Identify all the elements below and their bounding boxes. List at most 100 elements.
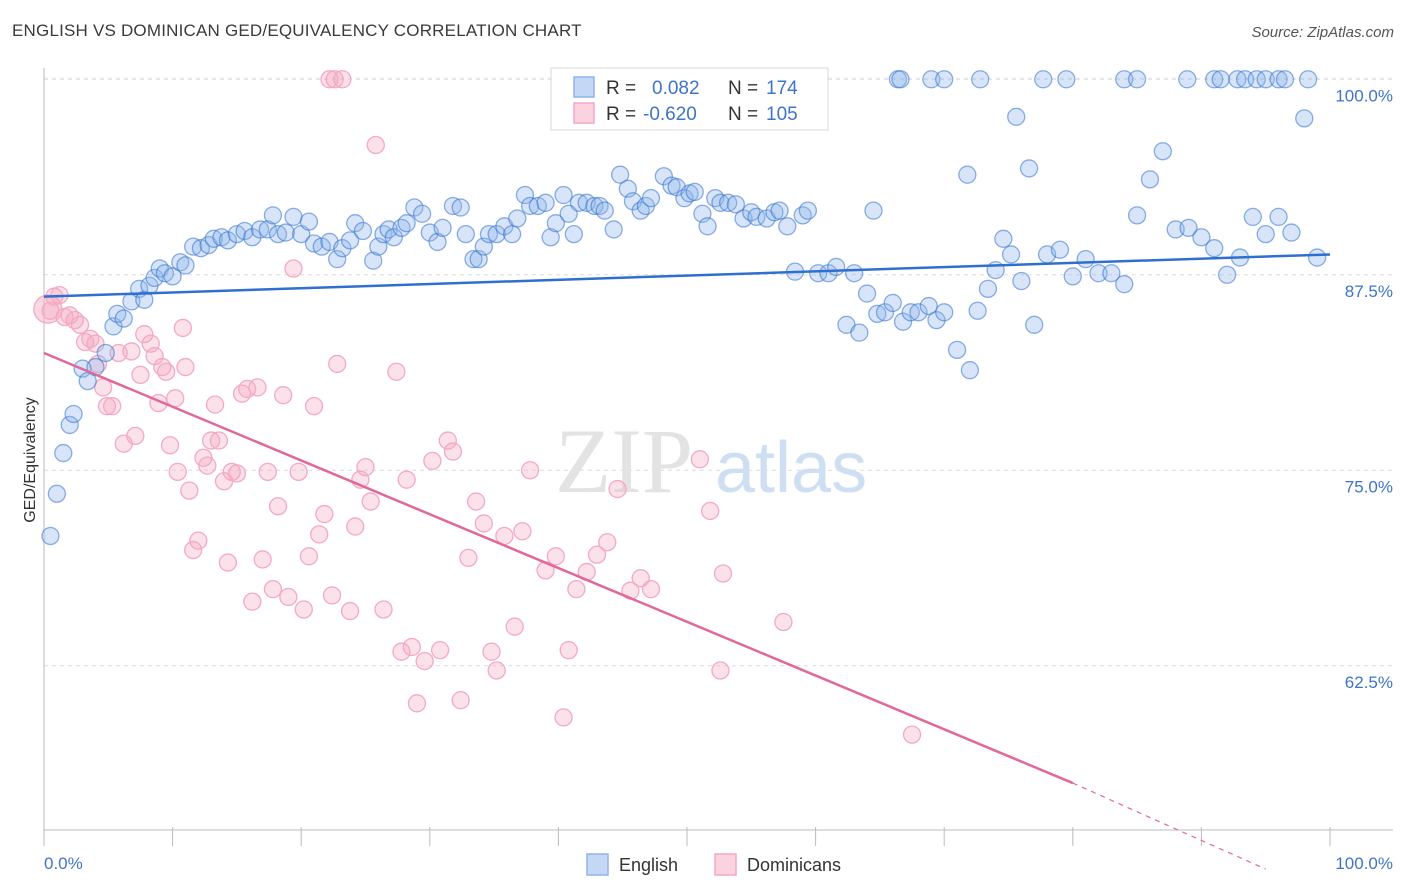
english-point (641, 188, 661, 208)
english-point (1298, 70, 1318, 89)
dominican-point (173, 318, 193, 338)
english-point (1179, 218, 1198, 238)
english-point (654, 167, 674, 186)
dominican-point (713, 564, 733, 583)
english-point (114, 309, 133, 328)
dominican-point (294, 600, 313, 619)
y-tick-label: 75.0% (1345, 477, 1393, 496)
dominican-trend-extension (1072, 782, 1266, 870)
english-point (1034, 70, 1053, 89)
english-point (176, 256, 195, 275)
y-tick-label: 62.5% (1345, 673, 1393, 692)
chart-title: ENGLISH VS DOMINICAN GED/EQUIVALENCY COR… (12, 21, 582, 40)
english-point (864, 201, 883, 220)
dominican-point (546, 547, 565, 566)
english-point (364, 251, 383, 270)
dominican-point (700, 501, 720, 521)
english-point (909, 303, 928, 322)
english-point (564, 224, 583, 244)
english-point (284, 207, 303, 227)
english-point (328, 249, 347, 269)
legend-dominican-swatch (573, 102, 595, 124)
dominican-point (387, 362, 406, 381)
english-point (685, 182, 704, 202)
dominican-point (157, 362, 176, 381)
english-point (1140, 170, 1160, 189)
english-point (919, 296, 938, 316)
dominican-point (598, 533, 617, 552)
dominican-point (248, 378, 267, 397)
y-axis-title: GED/Equivalency (22, 397, 39, 522)
english-point (502, 224, 522, 244)
dominican-point (520, 461, 540, 480)
english-point (1063, 267, 1082, 286)
english-point (604, 220, 623, 239)
dominican-point (299, 547, 319, 566)
dominican-point (176, 357, 195, 377)
dominican-point (189, 531, 208, 550)
dominican-point (438, 431, 457, 450)
english-point (1211, 70, 1230, 89)
watermark-zip: ZIP (555, 410, 693, 512)
english-point (96, 343, 115, 363)
x-tick-label: 100.0% (1335, 854, 1393, 873)
dominican-point (554, 708, 573, 727)
dominican-point (451, 691, 470, 710)
english-point (428, 232, 447, 252)
english-point (845, 264, 864, 283)
english-point (78, 371, 97, 391)
dominican-point (274, 386, 293, 405)
dominican-point (315, 504, 334, 524)
dominican-point (356, 458, 375, 477)
dominican-point (430, 640, 450, 660)
dominican-point (310, 525, 329, 544)
english-point (515, 185, 535, 205)
dominican-point (33, 294, 63, 324)
english-point (883, 293, 902, 313)
english-point (1269, 207, 1288, 227)
legend-box: R = 0.082 N = 174 R = -0.620 N = 105 (550, 67, 829, 131)
dominican-point (559, 640, 578, 660)
english-point (850, 323, 869, 342)
english-trend-line (43, 253, 1331, 298)
english-point (968, 301, 987, 320)
english-point (1102, 264, 1121, 283)
dominican-point (198, 456, 217, 475)
english-point (857, 284, 877, 303)
english-point (451, 198, 470, 217)
dominican-point (122, 342, 141, 361)
english-point (935, 70, 954, 89)
dominican-point (587, 545, 607, 564)
english-point (1256, 70, 1275, 89)
dominican-point (608, 479, 627, 499)
english-point (218, 231, 238, 250)
english-point (163, 267, 182, 286)
english-point (258, 220, 277, 239)
english-point (479, 224, 499, 244)
english-point (978, 279, 998, 299)
english-point (922, 70, 941, 89)
dominican-point (340, 601, 360, 621)
english-point (263, 206, 283, 225)
dominican-point (328, 354, 347, 374)
english-point (412, 204, 432, 223)
english-point (456, 224, 475, 244)
dominican-point (263, 579, 283, 599)
english-point (778, 217, 797, 236)
legend-frame (550, 67, 829, 131)
legend-english-swatch (573, 76, 595, 98)
english-point (1057, 70, 1076, 89)
dominican-point (690, 450, 710, 469)
dominican-point (361, 492, 380, 511)
dominican-point (711, 661, 730, 680)
dominican-point (279, 587, 298, 607)
english-point (64, 404, 83, 424)
english-point (508, 209, 527, 228)
english-point (541, 228, 560, 247)
english-point (827, 257, 846, 277)
english-point (1001, 245, 1021, 264)
english-point (875, 303, 895, 322)
english-point (1295, 109, 1314, 128)
english-point (353, 221, 373, 241)
english-point (960, 361, 980, 380)
